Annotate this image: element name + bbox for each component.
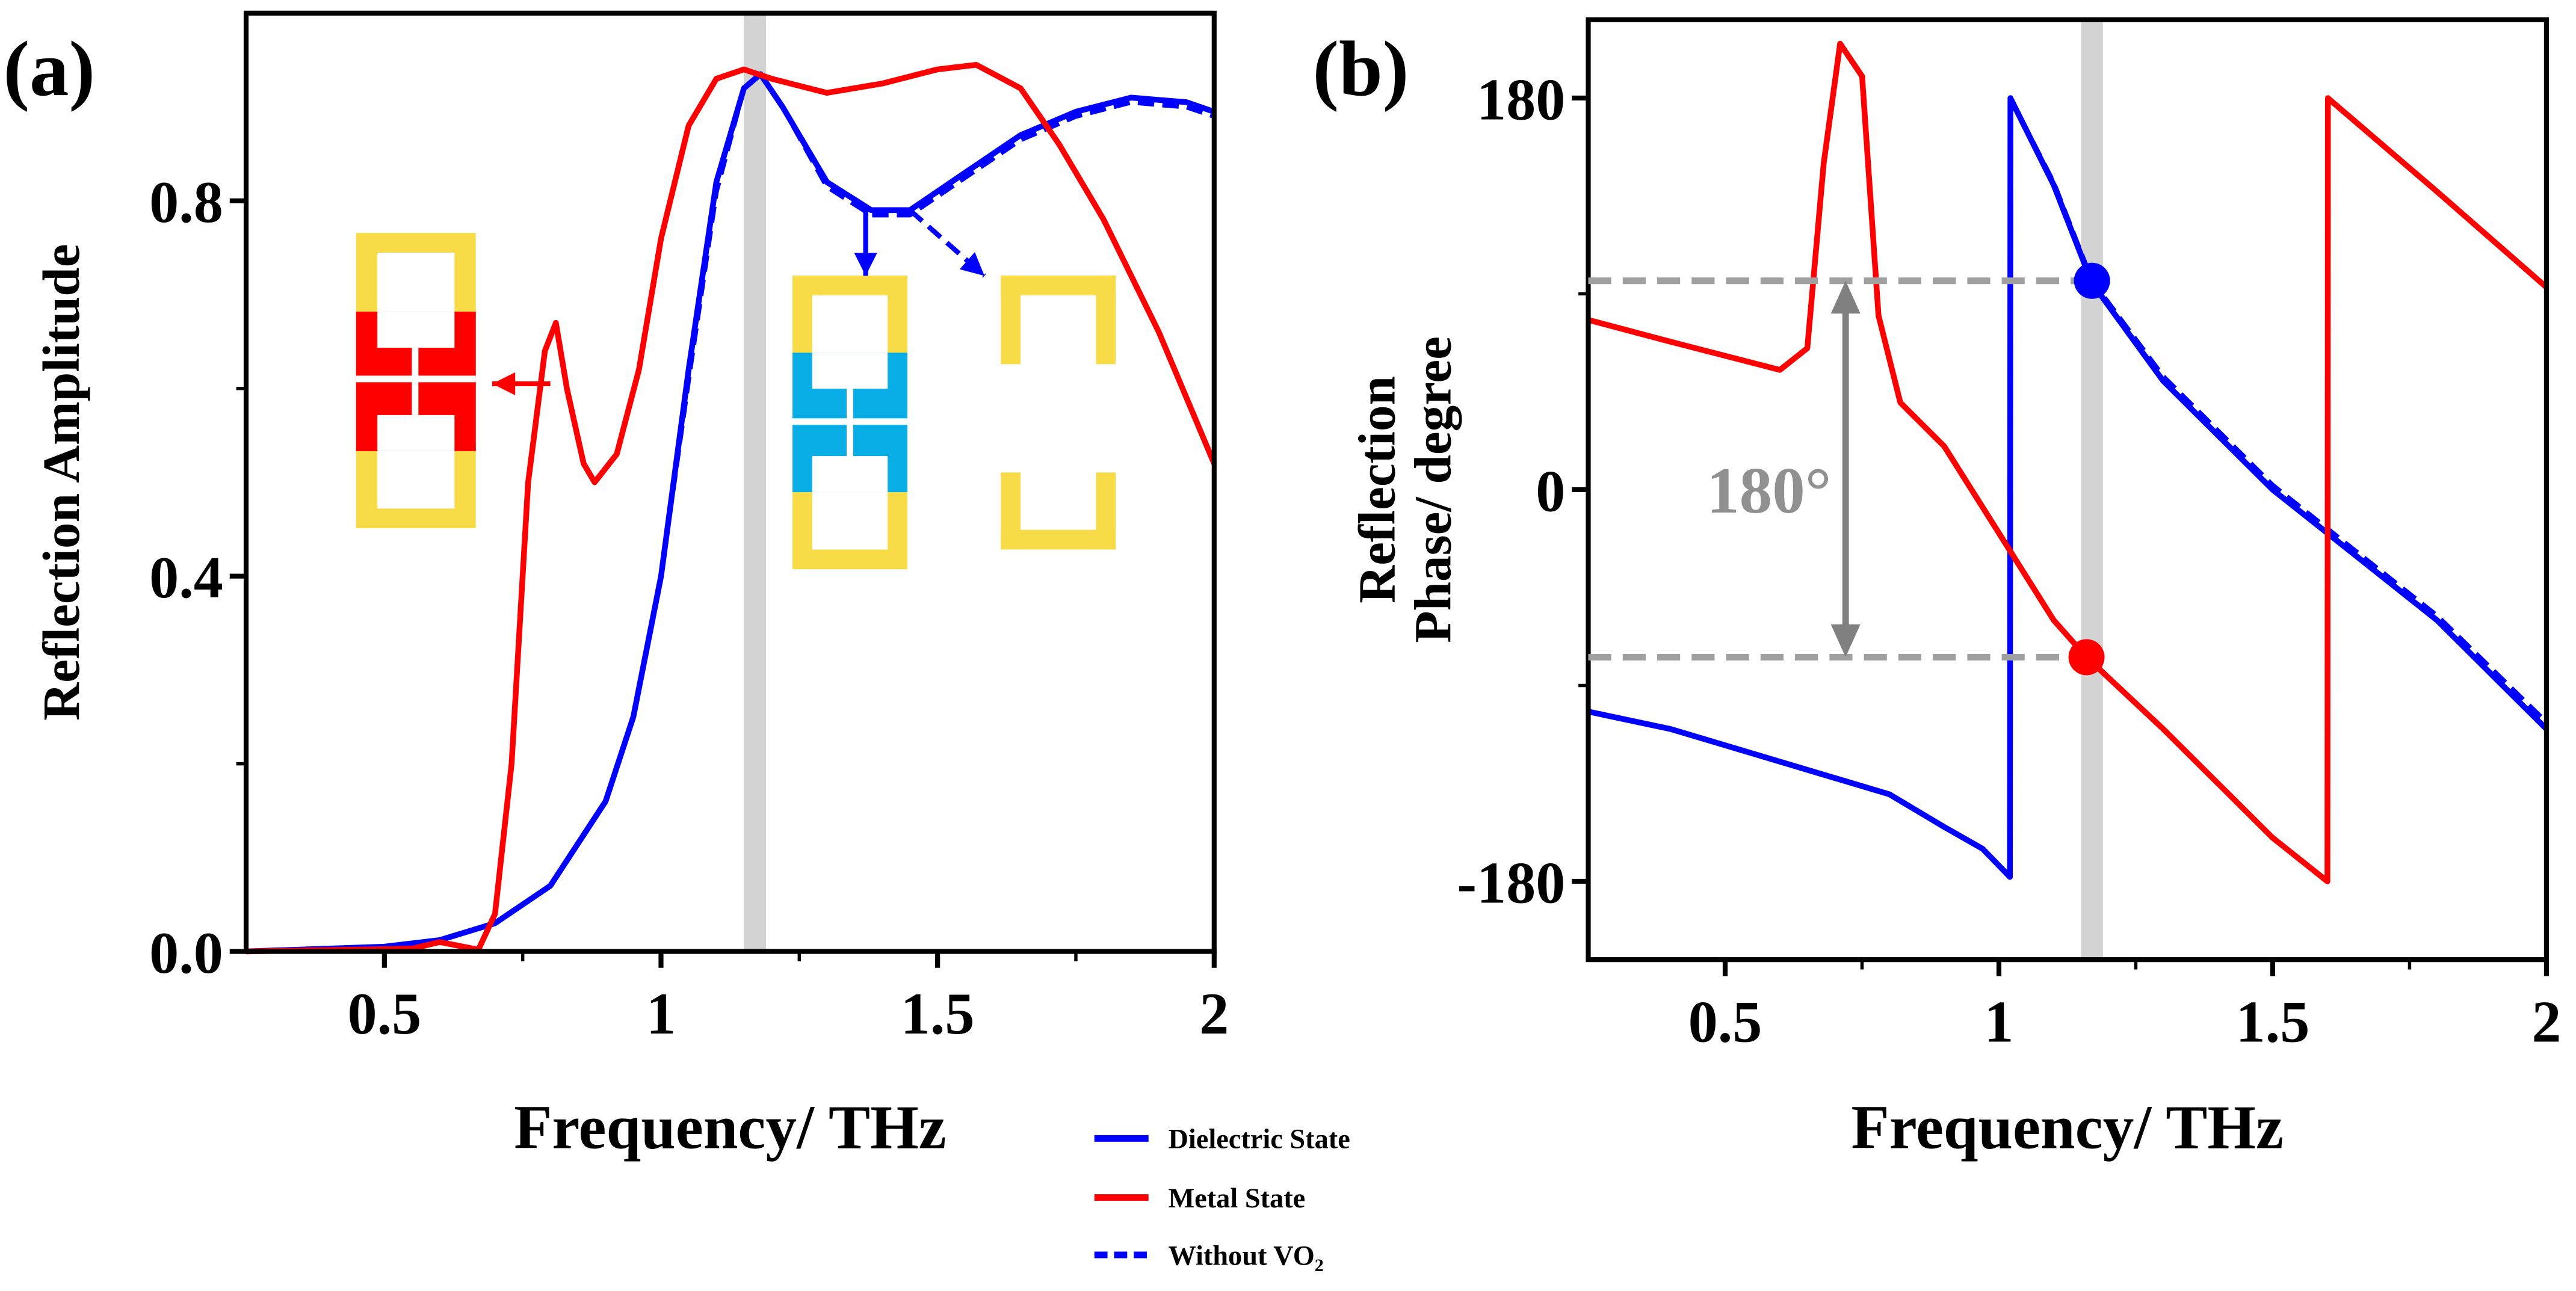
without-vo2-arrow-head — [959, 251, 985, 276]
series-line-metal-state — [246, 61, 1217, 955]
legend-label-without-vo2: Without VO2 — [1168, 1240, 1323, 1275]
legend-label-without-vo2-subscript: 2 — [1315, 1256, 1324, 1275]
legend-label-dielectric: Dielectric State — [1168, 1124, 1350, 1155]
y-axis-label: Phase/ degree — [1403, 336, 1462, 643]
x-tick-label: 1 — [646, 982, 676, 1047]
series-line-dielectric-state — [1587, 95, 2549, 880]
y-tick-label: 0 — [1536, 459, 1565, 524]
x-axis-label: Frequency/ THz — [514, 1094, 947, 1162]
legend-label-without-vo2-main: Without VO — [1168, 1240, 1314, 1271]
phase-marker — [2068, 639, 2105, 676]
x-tick-label: 2 — [1199, 982, 1229, 1047]
panel-label-b: (b) — [1312, 25, 1409, 112]
x-tick-label: 1.5 — [2236, 990, 2310, 1055]
legend-label-metal: Metal State — [1168, 1183, 1305, 1214]
plot-frame — [243, 10, 1217, 954]
metal-state-unit-cell — [356, 233, 476, 529]
y-tick-label: -180 — [1457, 851, 1565, 916]
panel-a: (a) — [3, 10, 1229, 1162]
panel-label-a: (a) — [3, 25, 95, 112]
arrow-head-up — [1830, 280, 1861, 314]
series-line-metal-state — [1587, 40, 2549, 884]
x-tick-label: 0.5 — [1688, 990, 1762, 1055]
y-axis-label: Reflection — [1348, 376, 1406, 603]
panel-b: (b) 0.5 1 1.5 2 180 0 -180 Frequency/ THz Reflec… — [1312, 17, 2561, 1162]
y-tick-label: 180 — [1477, 67, 1565, 132]
x-tick-label: 0.5 — [347, 982, 421, 1047]
highlight-band — [2081, 19, 2103, 960]
highlight-band — [744, 13, 767, 952]
legend: Dielectric State Metal State Without VO2 — [1094, 1124, 1350, 1275]
phase-difference-label: 180° — [1707, 454, 1831, 527]
dielectric-state-arrow-head — [854, 253, 877, 276]
x-tick-label: 1 — [1984, 990, 2013, 1055]
metal-state-arrow-head — [492, 372, 516, 396]
phase-marker — [2074, 262, 2110, 299]
dielectric-state-unit-cell — [792, 276, 907, 570]
unit-cell-insets — [356, 233, 1116, 570]
x-axis-label: Frequency/ THz — [1851, 1094, 2284, 1162]
y-tick-label: 0.0 — [149, 921, 223, 986]
x-tick-label: 2 — [2531, 990, 2561, 1055]
arrow-head-down — [1830, 624, 1861, 658]
y-axis-label: Reflection Amplitude — [32, 244, 90, 720]
y-tick-label: 0.4 — [149, 546, 223, 611]
without-vo2-unit-cell — [1001, 276, 1116, 550]
x-tick-label: 1.5 — [901, 982, 975, 1047]
y-tick-label: 0.8 — [149, 170, 223, 235]
